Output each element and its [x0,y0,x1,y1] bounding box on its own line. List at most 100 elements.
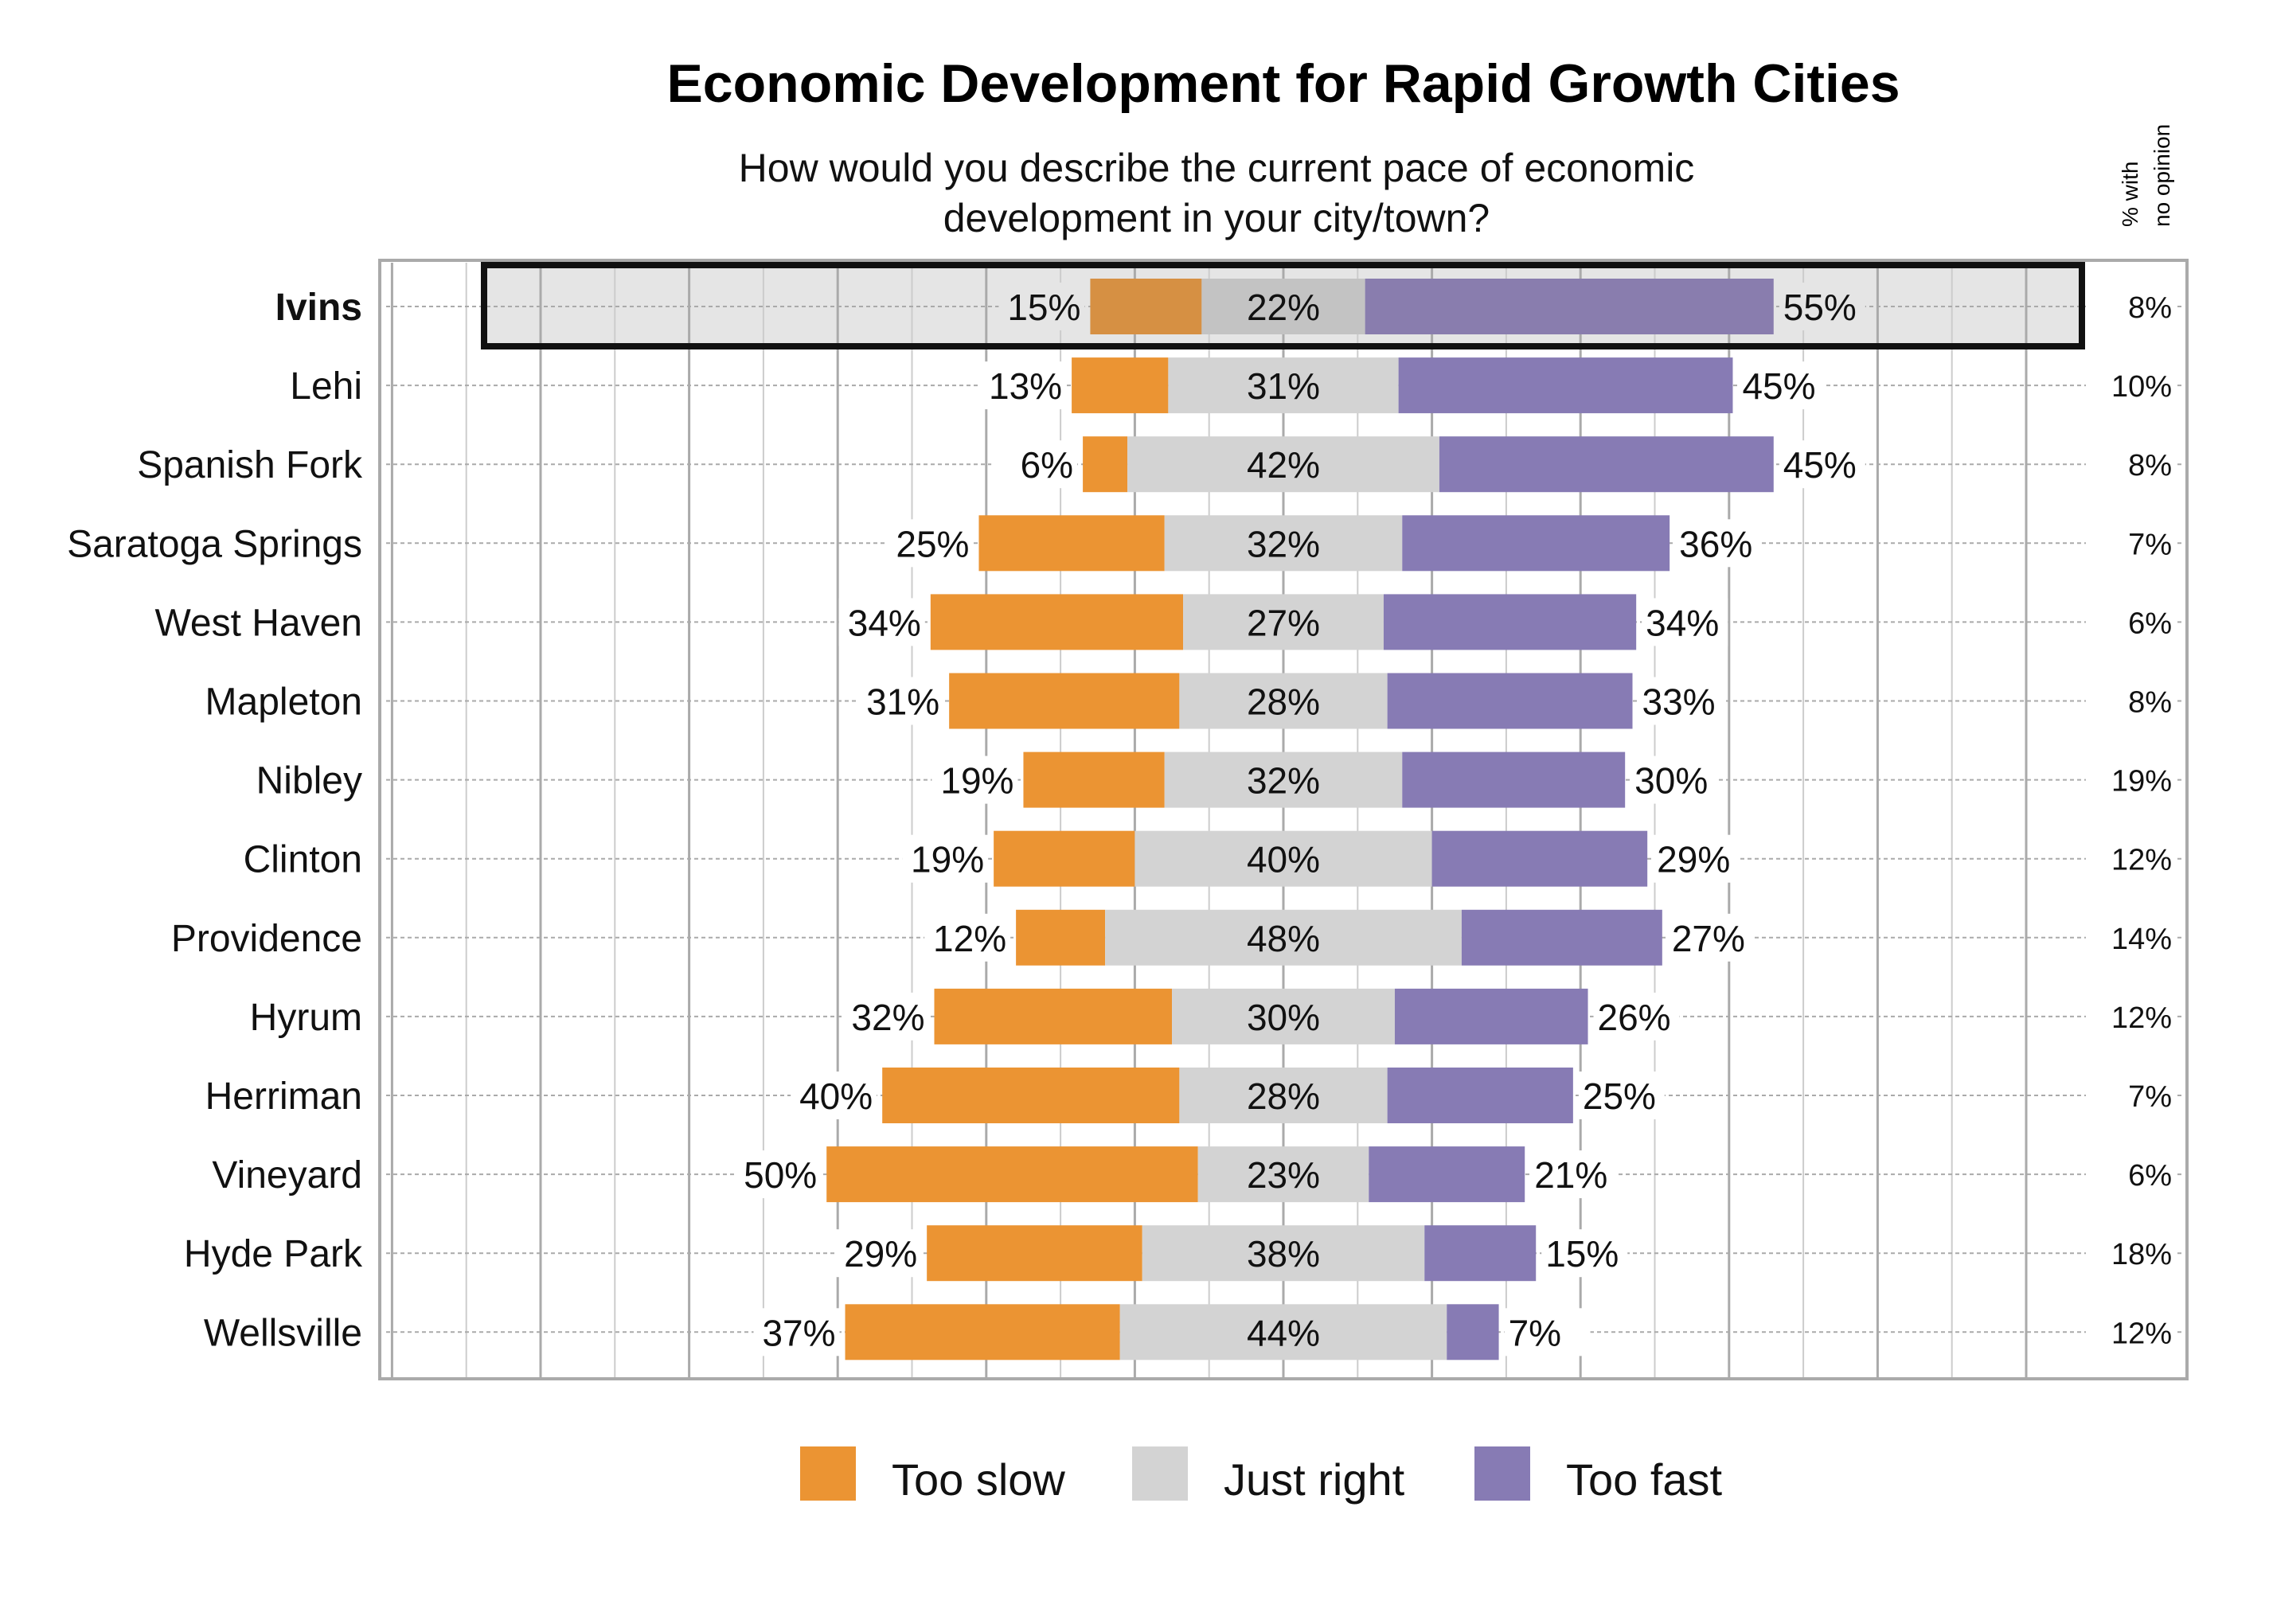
label-no-opinion: 18% [2111,1238,2172,1271]
label-bg [1779,283,1865,330]
label-no-opinion: 8% [2128,291,2172,325]
category-label: Clinton [244,839,362,881]
label-bg [1638,677,1724,725]
label-bg [2086,1229,2177,1278]
bar-too-slow [994,830,1135,887]
bar-too-fast [1447,1304,1499,1360]
label-too-slow: 6% [1021,444,1073,486]
label-bg [902,834,989,883]
legend-label: Too slow [892,1454,1065,1505]
category-label: Hyde Park [184,1233,363,1275]
bar-too-slow [1083,436,1128,493]
label-bg [998,283,1085,330]
bar-too-fast [1402,751,1626,808]
label-bg [1504,1308,1591,1357]
label-no-opinion: 19% [2111,765,2172,798]
label-too-slow: 32% [851,997,924,1038]
label-just-right: 28% [1247,1076,1320,1117]
category-label: Nibley [256,760,362,802]
label-bg [735,1150,822,1199]
bar-just-right [1164,515,1403,572]
category-label: Ivins [275,287,362,329]
label-bg [2086,913,2177,962]
label-bg [2086,1308,2177,1357]
category-label: West Haven [154,602,362,644]
label-no-opinion: 12% [2111,1317,2172,1350]
label-too-slow: 31% [866,681,939,723]
label-bg [1530,1150,1617,1199]
row-clinton: 19% 40% 29% 12% Clinton [244,830,2181,887]
label-bg [2086,361,2177,410]
label-bg [2086,440,2177,489]
bar-too-slow [882,1068,1180,1123]
label-too-slow: 29% [844,1233,917,1275]
label-no-opinion: 8% [2128,686,2172,720]
bar-too-fast [1431,830,1648,887]
bar-just-right [1105,909,1462,966]
label-bg [2086,598,2177,646]
label-bg [980,361,1067,410]
label-bg [2086,834,2177,883]
label-just-right: 27% [1247,602,1320,643]
label-just-right: 28% [1247,681,1320,723]
bar-just-right [1134,830,1432,887]
category-label: Providence [171,918,362,960]
label-bg [1578,1072,1665,1119]
label-no-opinion: 12% [2111,844,2172,877]
label-just-right: 30% [1247,997,1320,1038]
bar-too-slow [927,1225,1142,1282]
bar-too-fast [1387,1068,1573,1123]
label-too-fast: 33% [1642,681,1716,723]
bar-too-fast [1387,673,1633,729]
row-providence: 12% 48% 27% 14% Providence [171,909,2181,966]
category-label: Hyrum [250,997,362,1039]
bar-too-fast [1394,988,1588,1044]
bar-too-fast [1461,909,1662,966]
bar-just-right [1172,988,1395,1044]
label-bg [931,755,1018,804]
label-bg [2086,1072,2177,1119]
category-label: Vineyard [212,1154,362,1197]
bar-just-right [1168,357,1399,414]
row-vineyard: 50% 23% 21% 6% Vineyard [212,1146,2181,1203]
plot-rows: 15% 22% 55% 8% Ivins 13% 31% 45% 10% Lehi 6% 42% 45%… [67,262,2181,1360]
label-too-slow: 25% [896,523,969,564]
row-herriman: 40% 28% 25% 7% Herriman [205,1068,2181,1123]
bar-too-fast [1402,515,1670,572]
label-bg [2086,992,2177,1040]
label-no-opinion: 8% [2128,449,2172,482]
category-label: Lehi [290,365,362,408]
label-bg [1653,834,1740,883]
plot-frame [378,259,2189,1380]
bar-just-right [1179,673,1388,729]
bar-just-right [1164,751,1403,808]
label-bg [838,598,925,646]
label-bg [835,1229,922,1278]
label-just-right: 44% [1247,1312,1320,1353]
row-mapleton: 31% 28% 33% 8% Mapleton [205,673,2181,729]
label-no-opinion: 7% [2128,1080,2172,1114]
bar-too-slow [1016,909,1106,966]
bar-too-fast [1398,357,1733,414]
label-too-slow: 50% [744,1154,817,1196]
label-just-right: 40% [1247,839,1320,880]
row-hyrum: 32% 30% 26% 12% Hyrum [250,988,2181,1044]
label-bg [1779,440,1865,489]
chart-subtitle-line-2: development in your city/town? [943,196,1490,240]
label-too-fast: 15% [1545,1233,1619,1275]
legend-swatch-just-right [1132,1446,1188,1501]
label-bg [753,1308,840,1357]
label-too-fast: 27% [1672,918,1745,959]
label-too-slow: 19% [940,760,1013,802]
bar-too-slow [845,1304,1120,1360]
label-bg [1541,1229,1628,1278]
chart-subtitle-line-1: How would you describe the current pace … [739,146,1695,190]
label-too-fast: 30% [1634,760,1708,802]
label-no-opinion: 7% [2128,528,2172,561]
label-too-fast: 7% [1509,1312,1561,1353]
bar-too-fast [1439,436,1774,493]
bar-just-right [1142,1225,1425,1282]
label-bg [857,677,944,725]
label-too-fast: 29% [1657,839,1730,880]
